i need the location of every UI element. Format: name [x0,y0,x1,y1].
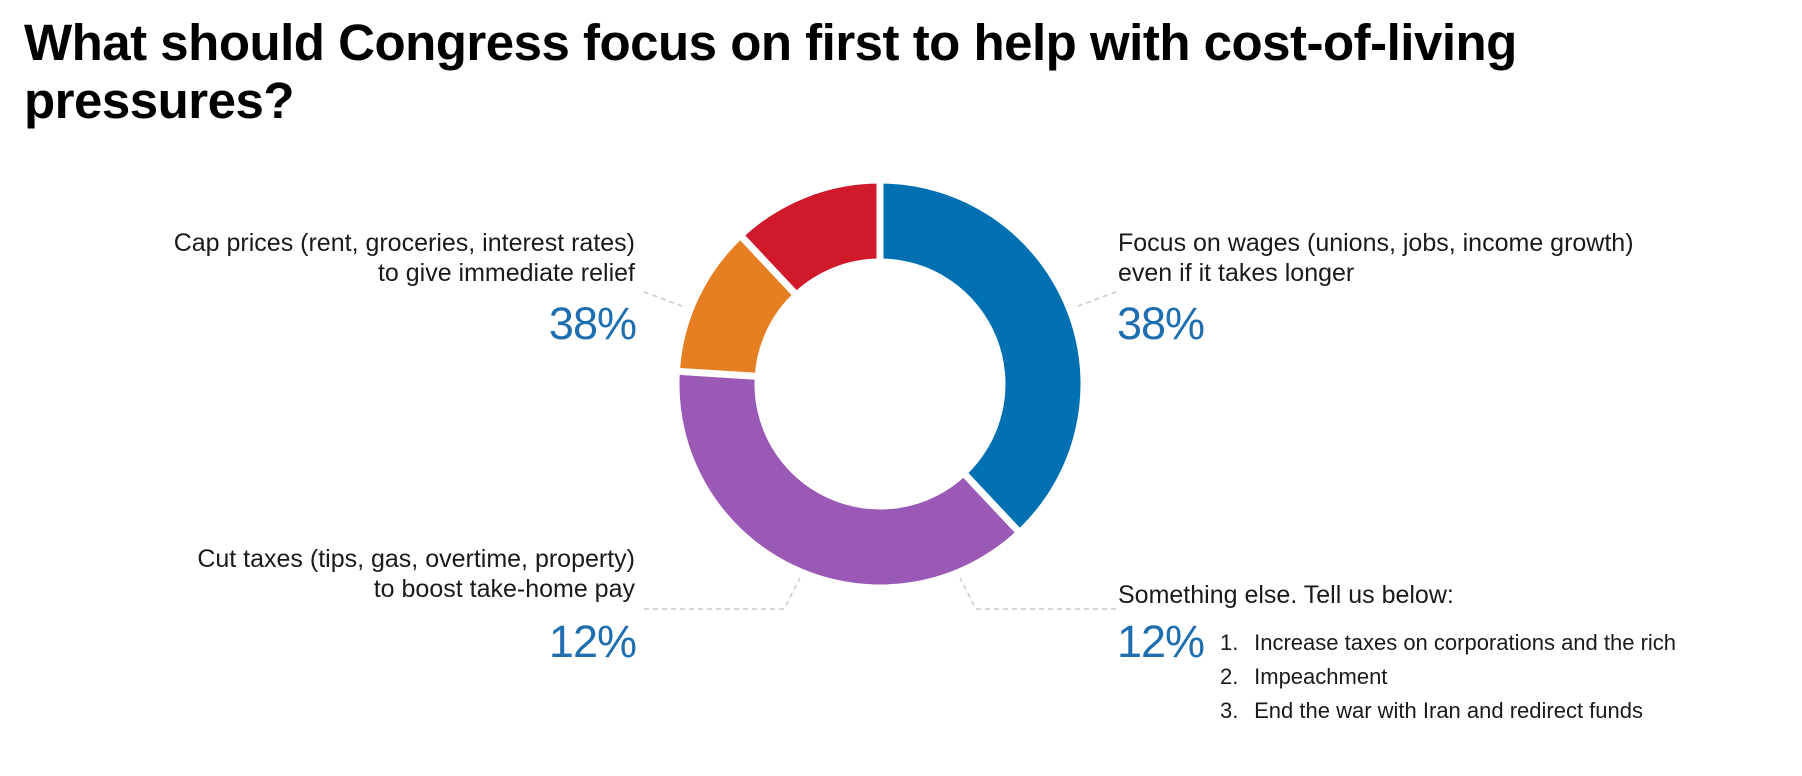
donut-slice [672,367,1024,592]
response-item: 1. Increase taxes on corporations and th… [1220,626,1676,660]
response-item: 2. Impeachment [1220,660,1676,694]
response-text: Impeachment [1254,664,1388,689]
slice-label-line: Something else. Tell us below: [1118,581,1454,609]
slice-label-line: Focus on wages (unions, jobs, income gro… [1118,229,1634,257]
response-text: Increase taxes on corporations and the r… [1254,630,1677,655]
donut-slice [876,176,1088,537]
response-item: 3. End the war with Iran and redirect fu… [1220,694,1676,728]
donut-slices [672,176,1088,592]
leader-line [959,577,1116,610]
something-else-responses: 1. Increase taxes on corporations and th… [1220,626,1676,728]
leader-line [1077,291,1117,307]
slice-value-cut-taxes: 12% [548,616,637,667]
chart-title: What should Congress focus on first to h… [24,14,1517,129]
slice-label-cut-taxes: Cut taxes (tips, gas, overtime, property… [197,544,635,604]
slice-value-cap-prices: 38% [548,298,637,349]
slice-label-line: Cap prices (rent, groceries, interest ra… [173,229,635,257]
slice-label-cap-prices: Cap prices (rent, groceries, interest ra… [174,228,635,288]
slice-label-focus-on-wages: Focus on wages (unions, jobs, income gro… [1118,228,1634,288]
response-number: 3. [1220,698,1239,723]
leader-lines [643,291,1117,610]
response-number: 2. [1220,664,1239,689]
slice-label-line: Cut taxes (tips, gas, overtime, property… [197,545,635,573]
slice-label-line: even if it takes longer [1118,259,1355,287]
donut-slice [736,176,884,299]
slice-label-something-else: Something else. Tell us below: [1118,580,1454,610]
slice-label-line: to boost take-home pay [373,575,635,603]
leader-line [644,577,801,610]
slice-label-line: to give immediate relief [377,259,635,287]
slice-value-something-else: 12% [1117,616,1205,667]
response-text: End the war with Iran and redirect funds [1254,698,1644,723]
response-number: 1. [1220,630,1239,655]
leader-line [643,291,683,307]
slice-value-focus-on-wages: 38% [1117,298,1205,349]
